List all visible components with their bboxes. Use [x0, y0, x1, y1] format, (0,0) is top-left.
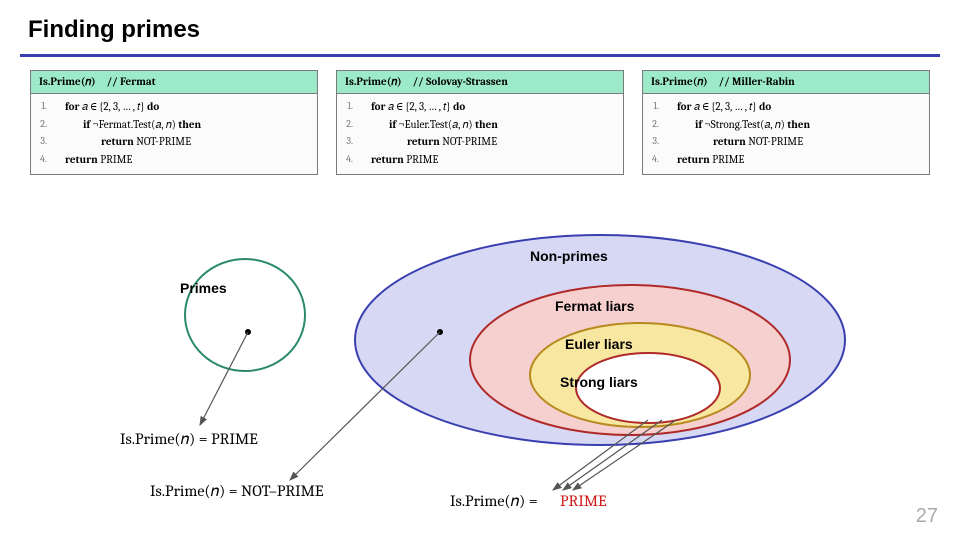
algorithm-line: 4.return PRIME [341, 151, 619, 169]
algorithm-header: Is.Prime(𝑛) // Fermat [31, 71, 317, 94]
line-number: 1. [341, 98, 359, 116]
line-code: for 𝑎 ∈ {2, 3, … , 𝑡} do [53, 98, 159, 116]
algorithm-comment: // Solovay-Strassen [413, 75, 508, 88]
line-number: 4. [35, 151, 53, 169]
algorithm-body: 1.for 𝑎 ∈ {2, 3, … , 𝑡} do2.if ¬Strong.T… [643, 94, 929, 174]
line-code: if ¬Fermat.Test(𝑎, 𝑛) then [53, 116, 201, 134]
line-code: return NOT-PRIME [359, 133, 497, 151]
equation-notprime: Is.Prime(𝑛) = NOT–PRIME [150, 482, 324, 501]
line-code: if ¬Euler.Test(𝑎, 𝑛) then [359, 116, 498, 134]
algorithm-line: 4.return PRIME [647, 151, 925, 169]
line-number: 2. [647, 116, 665, 134]
line-number: 3. [647, 133, 665, 151]
algorithm-comment: // Miller-Rabin [719, 75, 795, 88]
line-code: for 𝑎 ∈ {2, 3, … , 𝑡} do [665, 98, 771, 116]
line-number: 4. [647, 151, 665, 169]
line-code: return PRIME [53, 151, 132, 169]
slide-title: Finding primes [28, 16, 200, 44]
algorithm-fn: Is.Prime(𝑛) [345, 75, 402, 88]
equation-liar-post: PRIME [560, 492, 607, 510]
line-code: return NOT-PRIME [53, 133, 191, 151]
line-code: if ¬Strong.Test(𝑎, 𝑛) then [665, 116, 810, 134]
line-number: 3. [341, 133, 359, 151]
line-code: return NOT-PRIME [665, 133, 803, 151]
line-number: 3. [35, 133, 53, 151]
algorithm-box: Is.Prime(𝑛) // Fermat1.for 𝑎 ∈ {2, 3, … … [30, 70, 318, 175]
algorithm-line: 1.for 𝑎 ∈ {2, 3, … , 𝑡} do [341, 98, 619, 116]
line-number: 1. [647, 98, 665, 116]
algorithm-line: 2.if ¬Strong.Test(𝑎, 𝑛) then [647, 116, 925, 134]
label-strong: Strong liars [560, 374, 638, 390]
algorithm-line: 2.if ¬Euler.Test(𝑎, 𝑛) then [341, 116, 619, 134]
equation-liar-pre: Is.Prime(𝑛) = [450, 492, 538, 511]
line-number: 4. [341, 151, 359, 169]
label-euler: Euler liars [565, 336, 633, 352]
algorithm-body: 1.for 𝑎 ∈ {2, 3, … , 𝑡} do2.if ¬Euler.Te… [337, 94, 623, 174]
line-number: 2. [35, 116, 53, 134]
algorithm-line: 3.return NOT-PRIME [35, 133, 313, 151]
algorithm-fn: Is.Prime(𝑛) [651, 75, 708, 88]
line-number: 2. [341, 116, 359, 134]
algorithm-comment: // Fermat [107, 75, 156, 88]
algorithm-line: 2.if ¬Fermat.Test(𝑎, 𝑛) then [35, 116, 313, 134]
algorithm-header: Is.Prime(𝑛) // Solovay-Strassen [337, 71, 623, 94]
algorithm-line: 4.return PRIME [35, 151, 313, 169]
label-nonprimes: Non-primes [530, 248, 608, 264]
algorithm-line: 3.return NOT-PRIME [647, 133, 925, 151]
algorithm-box: Is.Prime(𝑛) // Miller-Rabin1.for 𝑎 ∈ {2,… [642, 70, 930, 175]
line-code: return PRIME [665, 151, 744, 169]
page-number: 27 [916, 505, 938, 528]
line-code: return PRIME [359, 151, 438, 169]
algorithm-line: 3.return NOT-PRIME [341, 133, 619, 151]
algorithm-fn: Is.Prime(𝑛) [39, 75, 96, 88]
line-number: 1. [35, 98, 53, 116]
line-code: for 𝑎 ∈ {2, 3, … , 𝑡} do [359, 98, 465, 116]
venn-diagram-area: Primes Non-primes Fermat liars Euler lia… [0, 220, 960, 520]
equation-prime: Is.Prime(𝑛) = PRIME [120, 430, 258, 449]
algorithm-line: 1.for 𝑎 ∈ {2, 3, … , 𝑡} do [35, 98, 313, 116]
title-underline [20, 54, 940, 57]
algorithm-line: 1.for 𝑎 ∈ {2, 3, … , 𝑡} do [647, 98, 925, 116]
label-fermat: Fermat liars [555, 298, 634, 314]
algorithm-box: Is.Prime(𝑛) // Solovay-Strassen1.for 𝑎 ∈… [336, 70, 624, 175]
algorithm-row: Is.Prime(𝑛) // Fermat1.for 𝑎 ∈ {2, 3, … … [30, 70, 930, 175]
algorithm-body: 1.for 𝑎 ∈ {2, 3, … , 𝑡} do2.if ¬Fermat.T… [31, 94, 317, 174]
venn-svg [0, 220, 960, 520]
label-primes: Primes [180, 280, 227, 296]
algorithm-header: Is.Prime(𝑛) // Miller-Rabin [643, 71, 929, 94]
